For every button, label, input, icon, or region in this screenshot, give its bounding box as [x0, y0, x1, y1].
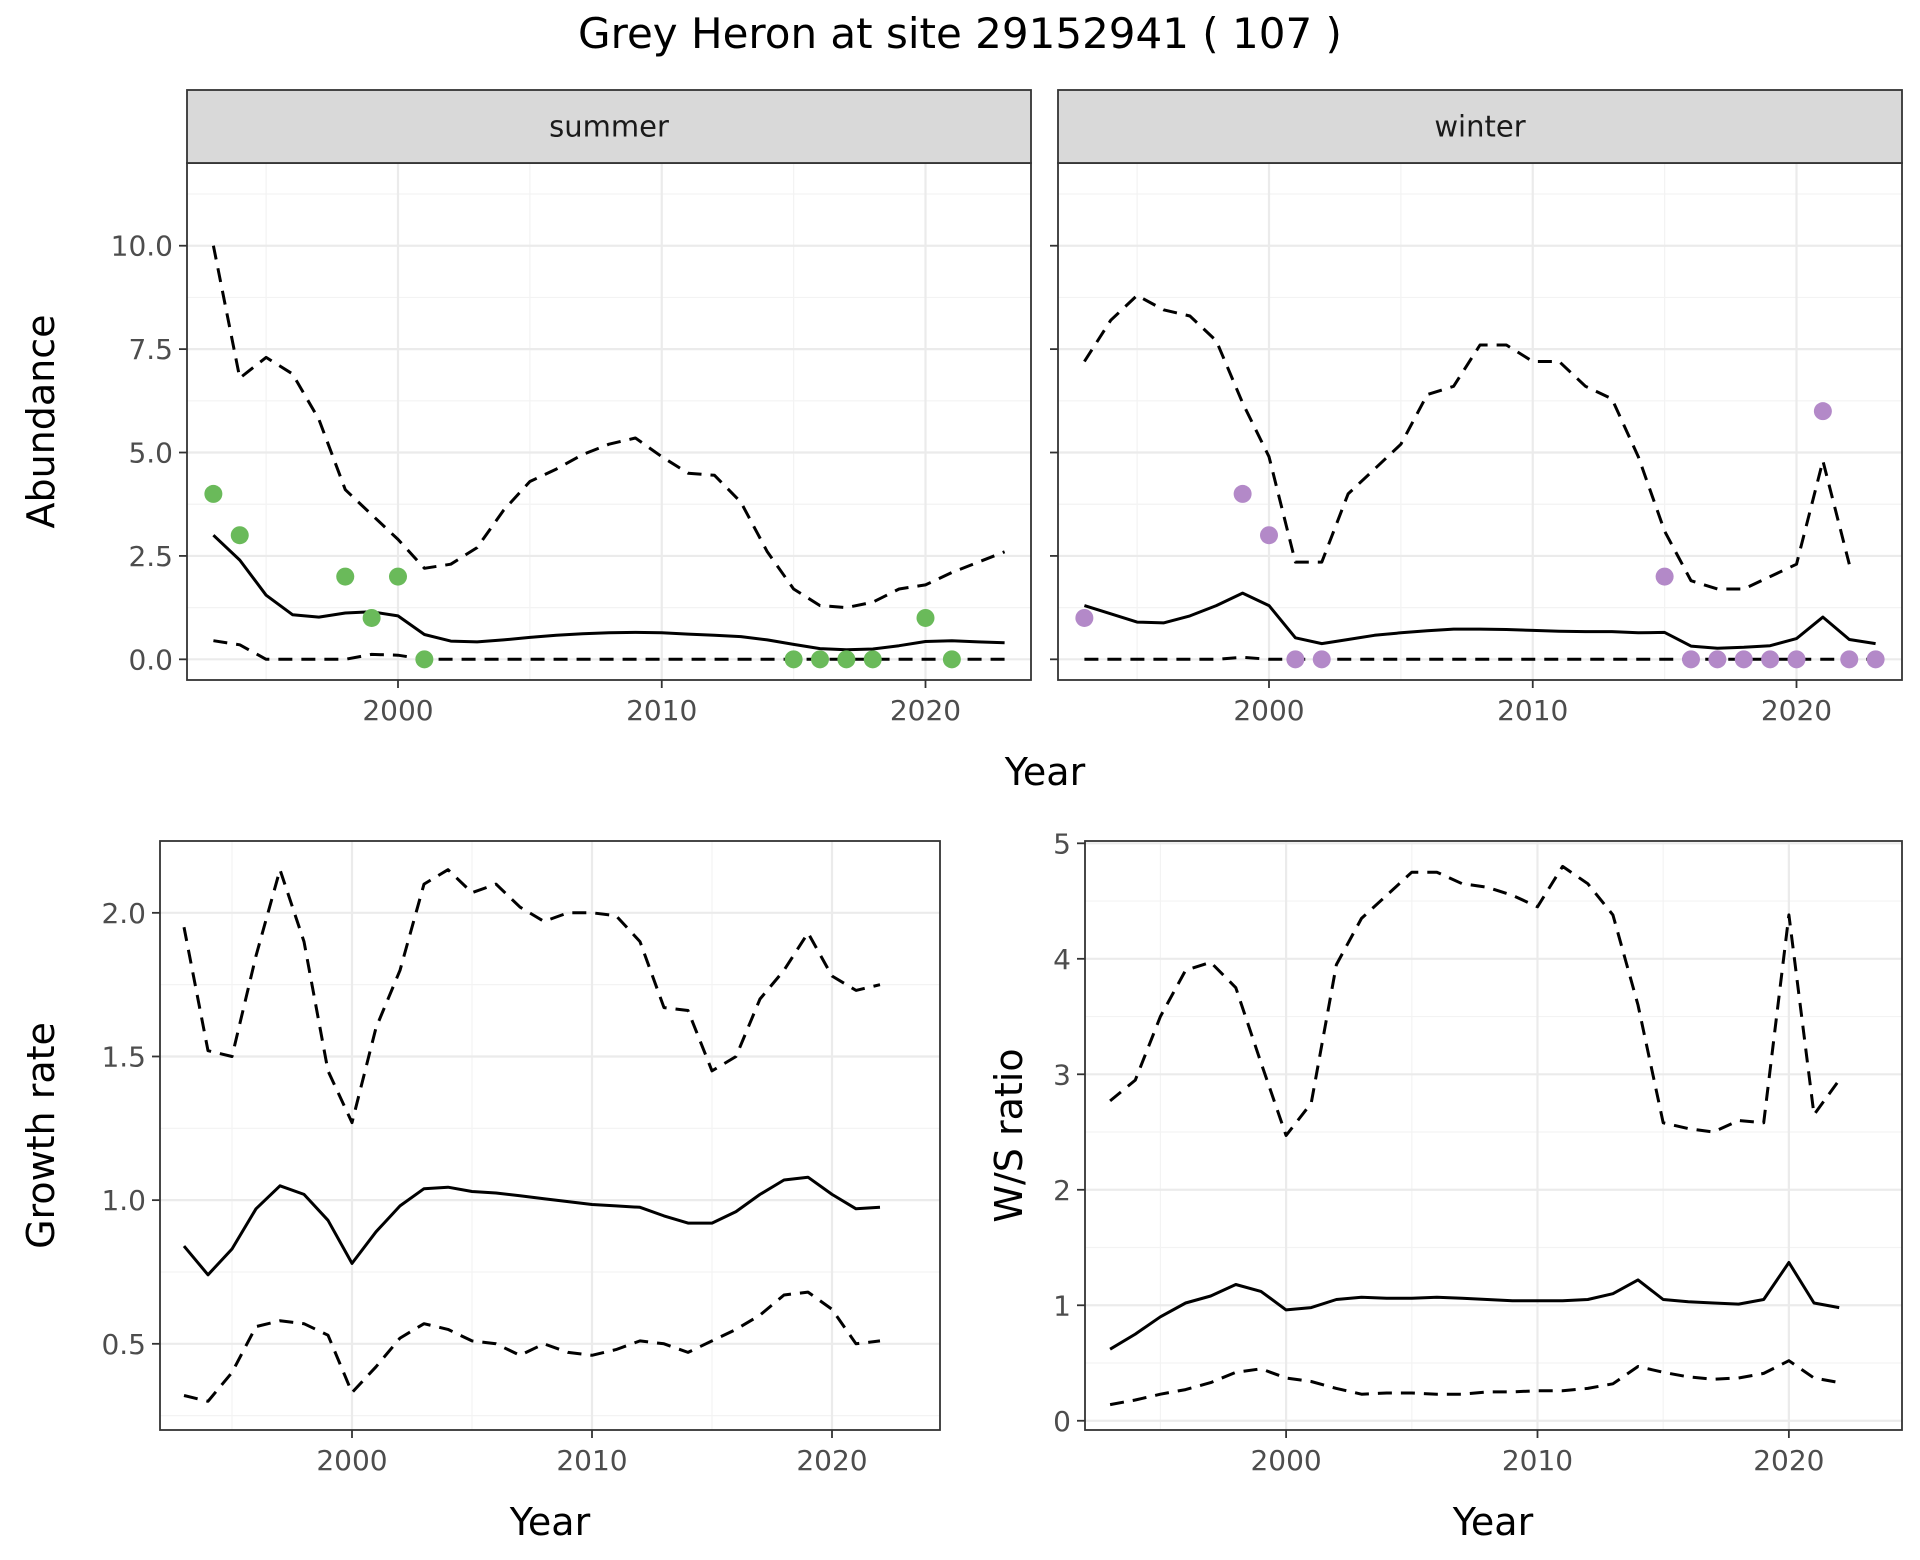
y-tick-label: 0 — [1053, 1405, 1071, 1438]
facet-strip-label: winter — [1434, 110, 1525, 144]
upper-ci-line — [1109, 864, 1841, 1137]
x-axis-title: Year — [509, 1500, 591, 1544]
x-tick-label: 2000 — [362, 694, 433, 727]
panel-background — [160, 841, 940, 1430]
observed-point — [1260, 526, 1278, 545]
x-tick-label: 2020 — [796, 1444, 867, 1477]
panel-background — [1085, 841, 1902, 1430]
x-tick-label: 2010 — [1502, 1444, 1573, 1477]
y-tick-label: 4 — [1053, 943, 1071, 976]
y-tick-label: 1 — [1053, 1289, 1071, 1322]
x-tick-label: 2020 — [890, 694, 961, 727]
y-axis-title: W/S ratio — [987, 1048, 1031, 1222]
observed-point — [1682, 650, 1700, 669]
lower-ci-line — [1084, 655, 1876, 661]
mean-line — [1109, 1261, 1840, 1351]
panel-background — [187, 163, 1031, 680]
observed-point — [916, 608, 935, 627]
y-tick-label: 5 — [1053, 827, 1071, 860]
ws-ratio-panel: 2000 2010 2020 0 1 2 3 4 5 W/S ratio Year — [987, 827, 1903, 1544]
observed-point — [230, 526, 249, 545]
observed-point — [1866, 650, 1885, 669]
y-tick-label: 2 — [1053, 1174, 1071, 1207]
facet-strip-label: summer — [549, 110, 669, 144]
upper-ci-line — [211, 245, 1006, 610]
observed-point — [1734, 650, 1753, 669]
observed-point — [784, 650, 803, 669]
observed-point — [389, 567, 407, 586]
x-tick-label: 2010 — [1497, 694, 1568, 727]
lower-ci-line — [1109, 1359, 1840, 1407]
observed-point — [1840, 650, 1859, 669]
observed-point — [863, 650, 882, 669]
growth-rate-panel: 2000 2010 2020 0.5 1.0 1.5 2.0 Growth rate Year — [19, 840, 941, 1544]
winter-panel: winter 2000 2010 2020 — [1050, 89, 1903, 727]
observed-point — [1787, 650, 1806, 669]
observed-point — [942, 650, 961, 669]
mean-line — [1083, 591, 1876, 650]
y-tick-label: 1.0 — [101, 1184, 146, 1217]
observed-point — [362, 608, 381, 627]
y-tick-label: 0.0 — [128, 643, 173, 676]
observed-point — [336, 567, 355, 586]
y-tick-label: 7.5 — [128, 333, 173, 366]
facet-strip — [1057, 89, 1903, 164]
lower-ci-line — [183, 1290, 881, 1403]
observed-point — [1312, 650, 1331, 669]
x-tick-label: 2020 — [1761, 694, 1832, 727]
panel-border — [1084, 840, 1903, 1431]
observed-point — [1708, 650, 1727, 669]
observed-point — [1075, 608, 1094, 627]
y-axis-title: Abundance — [19, 314, 63, 528]
observed-point — [1813, 402, 1832, 421]
x-tick-label: 2000 — [316, 1444, 387, 1477]
facet-strip — [186, 89, 1032, 164]
panel-background — [1058, 163, 1902, 680]
y-tick-label: 10.0 — [111, 230, 173, 263]
x-tick-label: 2000 — [1250, 1444, 1321, 1477]
observed-point — [204, 484, 223, 503]
chart-title: Grey Heron at site 29152941 ( 107 ) — [578, 9, 1342, 58]
x-tick-label: 2010 — [556, 1444, 627, 1477]
mean-line — [212, 534, 1005, 652]
y-tick-label: 2.0 — [101, 897, 146, 930]
lower-ci-line — [213, 639, 1005, 661]
observed-point — [1286, 650, 1305, 669]
x-tick-label: 2000 — [1233, 694, 1304, 727]
panel-border — [159, 840, 941, 1431]
y-tick-label: 5.0 — [128, 437, 173, 470]
mean-line — [182, 1175, 881, 1277]
observed-point — [1655, 567, 1674, 586]
observed-point — [1233, 484, 1252, 503]
x-tick-label: 2010 — [626, 694, 697, 727]
observed-point — [837, 650, 856, 669]
y-tick-label: 0.5 — [101, 1328, 146, 1361]
observed-point — [1761, 650, 1780, 669]
summer-panel: summer 2000 2010 2020 0.0 2.5 5.0 7.5 10.0 Abunda… — [19, 89, 1032, 727]
y-tick-label: 3 — [1053, 1058, 1071, 1091]
y-tick-label: 1.5 — [101, 1040, 146, 1073]
upper-ci-line — [182, 868, 881, 1125]
x-tick-label: 2020 — [1753, 1444, 1824, 1477]
y-tick-label: 2.5 — [128, 540, 173, 573]
y-axis-title: Growth rate — [19, 1022, 63, 1249]
x-axis-title: Year — [1452, 1500, 1534, 1544]
upper-ci-line — [1083, 293, 1851, 591]
observed-point — [415, 650, 434, 669]
observed-point — [811, 650, 829, 669]
top-x-axis-title: Year — [1004, 750, 1086, 794]
